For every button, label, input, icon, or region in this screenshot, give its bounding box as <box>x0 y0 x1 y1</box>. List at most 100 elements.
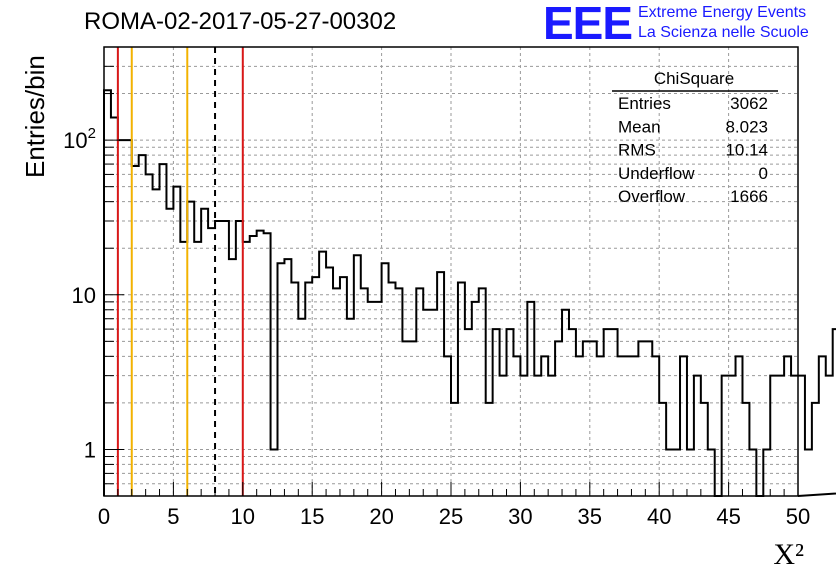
histogram-bin <box>701 403 708 496</box>
histogram-bin <box>395 288 402 496</box>
histogram-bin <box>625 356 632 496</box>
x-tick-label: 45 <box>716 504 740 529</box>
histogram-bin <box>805 449 812 496</box>
x-tick-label: 20 <box>369 504 393 529</box>
x-tick-label: 10 <box>231 504 255 529</box>
histogram-bin <box>694 376 701 496</box>
stats-title: ChiSquare <box>654 69 734 88</box>
y-tick-label: 102 <box>63 125 96 153</box>
histogram-bin <box>153 189 160 496</box>
histogram-bin <box>160 164 167 496</box>
axis-ticks <box>103 46 799 497</box>
histogram-bin <box>118 140 125 496</box>
histogram-bin <box>458 283 465 496</box>
histogram-bin <box>139 155 146 496</box>
x-tick-label: 15 <box>300 504 324 529</box>
x-tick-labels: 0 5 10 15 20 25 30 35 40 45 50 <box>98 504 810 529</box>
y-tick-label: 1 <box>84 437 96 462</box>
histogram-bin <box>736 356 743 496</box>
histogram-bin <box>576 356 583 496</box>
histogram-bin <box>722 376 729 496</box>
stats-label: Entries <box>618 94 671 113</box>
histogram-bin <box>638 341 645 496</box>
histogram-bin <box>312 277 319 496</box>
histogram-bin <box>798 376 805 496</box>
histogram-bin <box>354 255 361 496</box>
histogram-bin <box>631 356 638 496</box>
histogram-bin <box>173 187 180 496</box>
histogram-bin <box>472 302 479 496</box>
histogram-bars <box>103 89 836 497</box>
histogram-bin <box>812 403 819 496</box>
histogram-bin <box>465 329 472 496</box>
page-title: ROMA-02-2017-05-27-00302 <box>84 8 397 35</box>
histogram-bin <box>541 356 548 496</box>
histogram-bin <box>125 140 132 496</box>
histogram-bin <box>680 356 687 496</box>
stats-value: 8.023 <box>725 117 768 136</box>
x-tick-label: 35 <box>578 504 602 529</box>
histogram-bin <box>257 231 264 496</box>
histogram-bin <box>742 403 749 496</box>
histogram-bin <box>402 341 409 496</box>
histogram-bin <box>180 242 187 496</box>
histogram-bin <box>520 376 527 496</box>
stats-label: RMS <box>618 141 656 160</box>
histogram-bin <box>784 356 791 496</box>
histogram-bin <box>548 376 555 496</box>
histogram-bin <box>236 221 243 496</box>
histogram-bin <box>333 288 340 496</box>
stats-value: 3062 <box>730 94 768 113</box>
histogram-bin <box>673 449 680 496</box>
histogram-bin <box>708 449 715 496</box>
histogram-bin <box>409 341 416 496</box>
histogram-bin <box>555 341 562 496</box>
stats-value: 0 <box>759 164 768 183</box>
histogram-bin <box>284 259 291 496</box>
histogram-bin <box>146 174 153 496</box>
histogram-bin <box>347 319 354 496</box>
stats-rows: Entries 3062 Mean 8.023 RMS 10.14 Underflow 0 Ov… <box>618 94 768 206</box>
stats-value: 1666 <box>730 187 768 206</box>
histogram-bin <box>291 283 298 496</box>
histogram-bin <box>507 329 514 496</box>
histogram-bin <box>493 329 500 496</box>
histogram-bin <box>590 341 597 496</box>
histogram-bin <box>791 376 798 496</box>
x-tick-label: 25 <box>439 504 463 529</box>
histogram-bin <box>479 288 486 496</box>
x-tick-label: 5 <box>167 504 179 529</box>
histogram-bin <box>264 233 271 496</box>
histogram-bin <box>534 376 541 496</box>
histogram-bin <box>319 252 326 496</box>
x-tick-label: 40 <box>647 504 671 529</box>
histogram-bin <box>166 209 173 496</box>
x-axis-title: X² <box>773 538 804 571</box>
histogram-bin <box>298 319 305 496</box>
stats-box: ChiSquare Entries 3062 Mean 8.023 RMS 10.14 Un… <box>612 69 778 206</box>
histogram-bin <box>229 259 236 496</box>
histogram-bin <box>687 449 694 496</box>
histogram-bin <box>271 449 278 496</box>
histogram-bin <box>611 329 618 496</box>
logo-line-2: La Scienza nelle Scuole <box>638 24 809 41</box>
stats-value: 10.14 <box>725 141 768 160</box>
histogram-bin <box>666 449 673 496</box>
histogram-bin <box>513 356 520 496</box>
x-tick-label: 30 <box>508 504 532 529</box>
histogram-bin <box>500 376 507 496</box>
histogram-bin <box>340 277 347 496</box>
histogram-bin <box>569 329 576 496</box>
y-tick-labels: 1 10 102 <box>63 125 96 462</box>
y-tick-label: 10 <box>72 283 96 308</box>
histogram-bin <box>604 329 611 496</box>
histogram-bin <box>729 376 736 496</box>
histogram-bin <box>305 283 312 496</box>
histogram-bin <box>326 268 333 496</box>
stats-label: Mean <box>618 117 661 136</box>
histogram-bin <box>208 228 215 496</box>
histogram-bin <box>132 166 139 496</box>
histogram-bin <box>562 310 569 496</box>
reference-lines <box>116 47 244 496</box>
